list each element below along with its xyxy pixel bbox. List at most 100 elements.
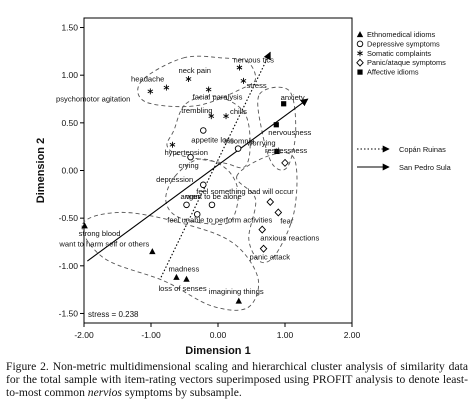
point-marker-star	[185, 76, 192, 82]
x-tick-label: -1.00	[141, 330, 161, 340]
legend-marker-triangle	[356, 31, 364, 38]
point-label: appetite loss	[191, 135, 234, 144]
legend-series-label: Somatic complaints	[367, 49, 431, 58]
point-label: headache	[131, 75, 164, 84]
x-axis-label: Dimension 1	[185, 345, 250, 357]
star-stroke	[236, 65, 243, 70]
x-tick-label: 1.00	[277, 330, 294, 340]
point-label: restlessness	[265, 146, 307, 155]
legend-marker-star	[357, 50, 363, 57]
point-label: depression	[156, 175, 193, 184]
y-axis-label: Dimension 2	[35, 138, 47, 203]
x-tick-label: 0.00	[210, 330, 227, 340]
point-label: hypertension	[164, 148, 207, 157]
star-stroke	[147, 89, 154, 94]
point-marker-diamond	[281, 158, 289, 167]
point-label: panic attack	[250, 253, 291, 262]
point-label: nervousness	[268, 128, 311, 137]
point-marker-square	[281, 101, 287, 107]
point-label: want to be alone	[185, 192, 242, 201]
legend-marker-circle	[356, 40, 364, 48]
point-marker-star	[169, 141, 176, 148]
star-stroke	[357, 51, 363, 56]
point-marker-triangle	[235, 297, 242, 304]
mds-scatter-chart: -2.00 -1.00 0.00 1.00 2.00 1.50 1.00 0.50 0.00 -0…	[35, 17, 452, 357]
legend-marker-diamond	[356, 58, 364, 67]
star-stroke	[169, 142, 176, 147]
y-tick-label: -1.00	[59, 261, 79, 271]
point-label: chills	[230, 107, 247, 116]
point-marker-diamond	[274, 208, 283, 217]
point-label: crying	[179, 161, 199, 170]
cluster-outline	[166, 95, 251, 169]
y-tick-label: 0.50	[61, 118, 78, 128]
point-marker-diamond	[258, 225, 267, 234]
point-label: trembling	[181, 106, 212, 115]
point-label: insomnia	[224, 137, 255, 146]
point-label: want to harm self or others	[58, 240, 149, 249]
stress-label: stress = 0.238	[88, 310, 139, 319]
point-marker-diamond	[259, 244, 268, 253]
point-label: facial paralysis	[193, 92, 243, 101]
y-tick-label: -0.50	[59, 213, 79, 223]
y-tick-label: -1.50	[59, 308, 79, 318]
cluster-outline	[137, 55, 257, 108]
point-label: psychomotor agitation	[56, 94, 130, 103]
point-marker-triangle	[183, 275, 190, 282]
star-stroke	[223, 114, 229, 119]
point-marker-diamond	[266, 197, 275, 207]
star-stroke	[205, 87, 212, 92]
legend-marker-square	[357, 69, 363, 75]
point-marker-circle	[187, 153, 194, 161]
point-marker-triangle	[173, 273, 180, 280]
point-marker-square	[273, 122, 279, 128]
legend-series-label: Depressive symptoms	[367, 39, 440, 48]
point-label: feel something bad will occur	[196, 187, 294, 196]
y-tick-label: 1.00	[61, 70, 78, 80]
star-stroke	[240, 79, 247, 83]
point-marker-star	[240, 77, 247, 84]
star-stroke	[208, 114, 215, 119]
legend-vector-label: San Pedro Sula	[399, 163, 452, 172]
point-marker-star	[208, 113, 215, 120]
point-label: nervous tics	[233, 56, 274, 65]
legend-series-label: Affective idioms	[367, 68, 419, 77]
point-marker-square	[274, 148, 280, 155]
point-marker-triangle	[81, 222, 88, 229]
cluster-outline	[81, 211, 260, 311]
point-marker-star	[236, 64, 243, 71]
point-marker-circle	[208, 201, 216, 209]
star-stroke	[163, 85, 170, 90]
point-label: neck pain	[179, 66, 212, 75]
point-label: imagining things	[209, 287, 264, 296]
point-label: madness	[168, 264, 199, 273]
point-label: anxious reactions	[260, 234, 319, 243]
point-marker-circle	[200, 181, 207, 189]
point-label: anger	[181, 192, 201, 201]
point-marker-star	[205, 86, 212, 93]
point-marker-circle	[200, 127, 207, 134]
point-label: strong blood	[79, 229, 121, 238]
star-stroke	[185, 77, 192, 81]
figure-caption: Figure 2. Non-metric multidimensional sc…	[6, 360, 468, 399]
point-label: loss of senses	[159, 284, 207, 293]
point-marker-star	[223, 113, 229, 120]
x-tick-label: -2.00	[74, 330, 94, 340]
cluster-outline	[236, 152, 298, 264]
point-marker-star	[163, 84, 170, 91]
caption-text-end: symptoms by subsample.	[121, 386, 242, 399]
point-marker-triangle	[149, 248, 156, 255]
vector-san-pedro-sula	[87, 98, 309, 262]
caption-text-main: Figure 2. Non-metric multidimensional sc…	[6, 360, 468, 399]
legend-series-label: Ethnomedical idioms	[367, 30, 435, 39]
cluster-outline	[165, 158, 239, 225]
legend-series-label: Panic/ataque symptoms	[367, 58, 446, 67]
y-tick-label: 0.00	[61, 166, 78, 176]
plot-frame	[83, 17, 353, 324]
caption-italic-word: nervios	[87, 386, 122, 399]
legend-vector-label: Copán Ruinas	[399, 145, 446, 154]
point-marker-circle	[183, 201, 190, 209]
point-marker-star	[147, 88, 154, 95]
point-marker-circle	[193, 211, 201, 218]
